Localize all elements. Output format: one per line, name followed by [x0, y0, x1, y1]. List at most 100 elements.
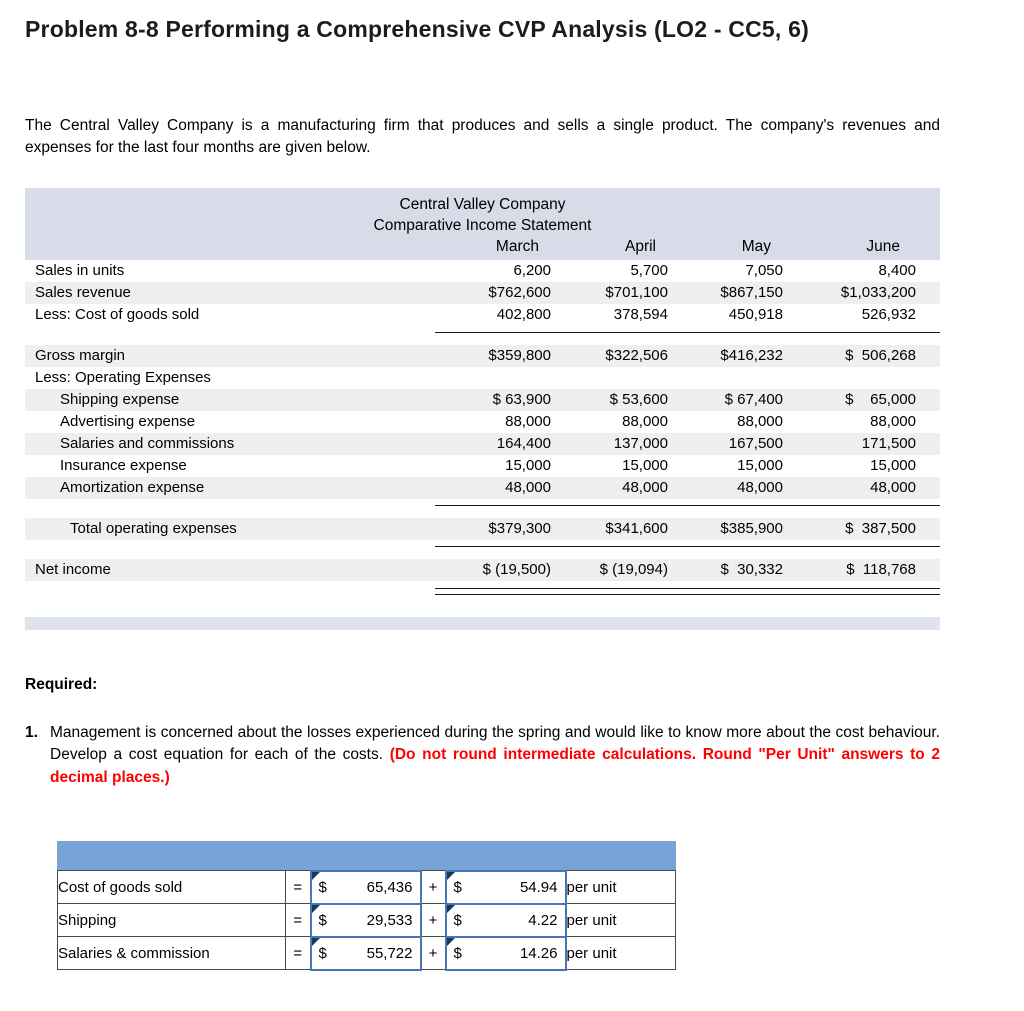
- row-label: Sales revenue: [35, 283, 131, 301]
- statement-row-salaries: Salaries and commissions 164,400 137,000…: [25, 432, 940, 455]
- cell-value: $ 118,768: [846, 560, 916, 578]
- plus-sign: +: [420, 903, 446, 938]
- dollar-sign: $: [453, 911, 462, 929]
- cell-value: 48,000: [870, 478, 916, 496]
- per-unit-input[interactable]: $ 54.94: [444, 869, 567, 905]
- row-label: Less: Cost of goods sold: [35, 305, 200, 323]
- cell-value: 15,000: [622, 456, 668, 474]
- cell-value: 48,000: [737, 478, 783, 496]
- answer-row-shipping: Shipping = $ 29,533 + $ 4.22 per unit: [57, 902, 677, 938]
- cell-value: $385,900: [720, 519, 783, 537]
- answer-table-header-row: [56, 841, 677, 872]
- fixed-cost-input[interactable]: $ 55,722: [309, 935, 422, 971]
- column-header-may: May: [741, 237, 771, 255]
- cell-value: $ (19,500): [482, 560, 551, 578]
- equals-sign: =: [285, 870, 311, 905]
- per-unit-value: 54.94: [519, 878, 558, 896]
- cell-value: 7,050: [745, 261, 783, 279]
- cell-value: 164,400: [496, 434, 551, 452]
- single-rule: [435, 331, 940, 333]
- row-label: Advertising expense: [60, 412, 196, 430]
- input-content: $ 4.22: [447, 905, 565, 936]
- cell-value: 15,000: [737, 456, 783, 474]
- cell-value: $341,600: [605, 519, 668, 537]
- per-unit-input[interactable]: $ 4.22: [444, 902, 567, 938]
- requirement-text-normal: Management is concerned about the losses…: [50, 723, 940, 764]
- answer-marker-icon: [311, 937, 320, 946]
- answer-row-label: Salaries & commission: [57, 936, 286, 971]
- column-header-march: March: [495, 237, 539, 255]
- row-label: Shipping expense: [60, 390, 180, 408]
- per-unit-input[interactable]: $ 14.26: [444, 935, 567, 971]
- statement-row-sales-units: Sales in units 6,200 5,700 7,050 8,400: [25, 260, 940, 282]
- per-unit-value: 4.22: [528, 911, 558, 929]
- cell-value: 6,200: [513, 261, 551, 279]
- statement-row-gross-margin: Gross margin $359,800 $322,506 $416,232 …: [25, 344, 940, 367]
- cell-value: $ 30,332: [720, 560, 783, 578]
- double-rule: [435, 587, 940, 595]
- requirement-item: 1. Management is concerned about the los…: [25, 722, 940, 789]
- statement-row-sales-revenue: Sales revenue $762,600 $701,100 $867,150…: [25, 281, 940, 304]
- fixed-cost-value: 65,436: [366, 878, 413, 896]
- equals-sign: =: [285, 936, 311, 971]
- dollar-sign: $: [318, 944, 327, 962]
- cell-value: $416,232: [720, 346, 783, 364]
- cell-value: 171,500: [861, 434, 916, 452]
- answer-marker-icon: [446, 937, 455, 946]
- equals-sign: =: [285, 903, 311, 938]
- dollar-sign: $: [318, 911, 327, 929]
- dollar-sign: $: [453, 878, 462, 896]
- cell-value: 402,800: [496, 305, 551, 323]
- cell-value: $322,506: [605, 346, 668, 364]
- column-header-april: April: [624, 237, 656, 255]
- requirement-number: 1.: [25, 723, 38, 741]
- input-content: $ 65,436: [312, 872, 420, 903]
- cell-value: 8,400: [878, 261, 916, 279]
- income-statement-table: Central Valley Company Comparative Incom…: [25, 187, 940, 630]
- input-content: $ 55,722: [312, 938, 420, 969]
- answer-row-label: Shipping: [57, 903, 286, 938]
- spacer: [25, 333, 940, 345]
- cell-value: 137,000: [613, 434, 668, 452]
- cell-value: $ 65,000: [845, 390, 916, 408]
- cell-value: 167,500: [728, 434, 783, 452]
- cell-value: $ (19,094): [599, 560, 668, 578]
- statement-row-cogs: Less: Cost of goods sold 402,800 378,594…: [25, 304, 940, 326]
- statement-company-title: Central Valley Company: [399, 195, 566, 213]
- cell-value: 526,932: [861, 305, 916, 323]
- fixed-cost-value: 29,533: [366, 911, 413, 929]
- cell-value: 378,594: [613, 305, 668, 323]
- answer-row-salaries: Salaries & commission = $ 55,722 + $ 14.…: [57, 935, 677, 971]
- cell-value: 5,700: [630, 261, 668, 279]
- statement-row-insurance: Insurance expense 15,000 15,000 15,000 1…: [25, 455, 940, 477]
- cell-value: $ 67,400: [724, 390, 783, 408]
- fixed-cost-input[interactable]: $ 65,436: [309, 869, 422, 905]
- input-content: $ 14.26: [447, 938, 565, 969]
- input-content: $ 29,533: [312, 905, 420, 936]
- cell-value: $1,033,200: [840, 283, 916, 301]
- intro-paragraph: The Central Valley Company is a manufact…: [25, 117, 940, 157]
- answer-marker-icon: [311, 871, 320, 880]
- statement-subtitle: Comparative Income Statement: [373, 216, 592, 234]
- per-unit-value: 14.26: [519, 944, 558, 962]
- single-rule: [435, 504, 940, 506]
- input-content: $ 54.94: [447, 872, 565, 903]
- row-label: Salaries and commissions: [60, 434, 235, 452]
- statement-row-operating-expenses-heading: Less: Operating Expenses: [25, 367, 940, 389]
- cell-value: 88,000: [622, 412, 668, 430]
- answer-table: Cost of goods sold = $ 65,436 + $ 54.94 …: [56, 841, 677, 971]
- fixed-cost-input[interactable]: $ 29,533: [309, 902, 422, 938]
- spacer: [25, 506, 940, 518]
- spacer: [25, 547, 940, 559]
- cell-value: 88,000: [737, 412, 783, 430]
- cell-value: $ 63,900: [492, 390, 551, 408]
- cell-value: 15,000: [870, 456, 916, 474]
- statement-header: Central Valley Company Comparative Incom…: [25, 187, 940, 260]
- cell-value: 88,000: [505, 412, 551, 430]
- answer-row-label: Cost of goods sold: [57, 870, 286, 905]
- per-unit-label: per unit: [564, 870, 677, 905]
- statement-row-total-operating: Total operating expenses $379,300 $341,6…: [25, 517, 940, 540]
- statement-row-amortization: Amortization expense 48,000 48,000 48,00…: [25, 476, 940, 499]
- dollar-sign: $: [453, 944, 462, 962]
